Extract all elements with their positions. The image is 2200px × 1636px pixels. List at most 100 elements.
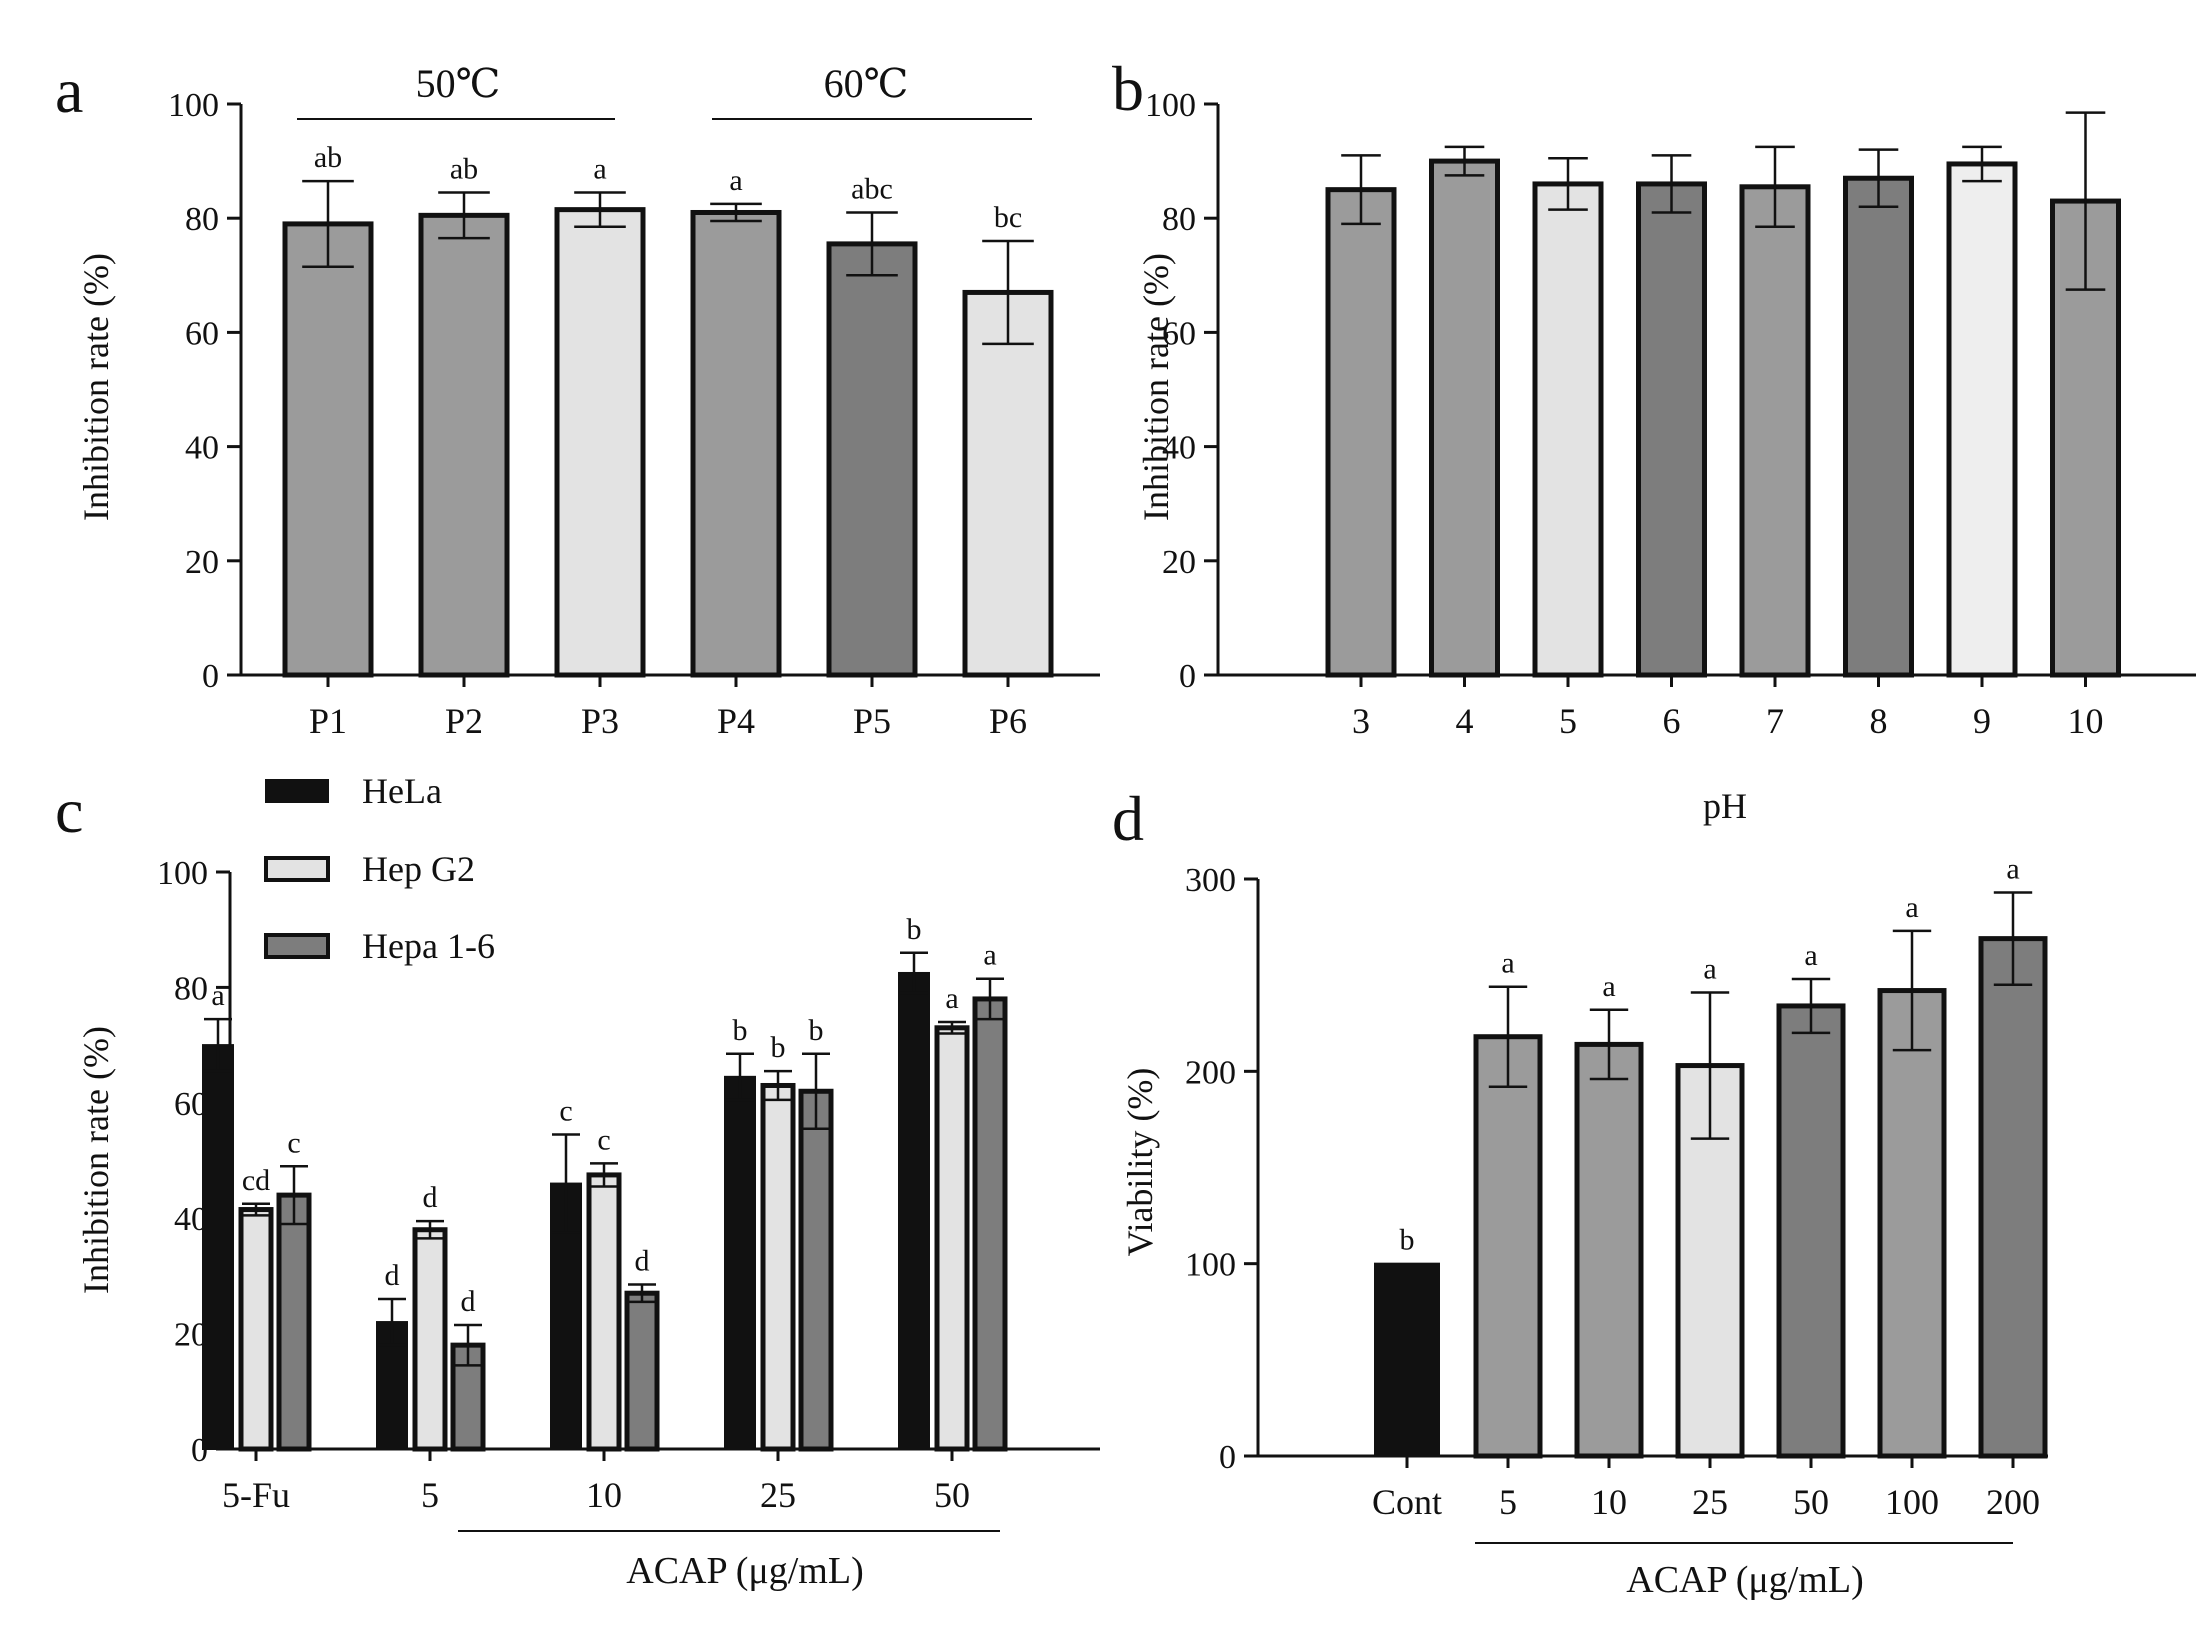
bar (238, 1207, 274, 1452)
bar (1325, 187, 1397, 678)
y-tick-label: 20 (185, 544, 219, 581)
y-tick-label: 0 (1219, 1439, 1236, 1476)
bar (1636, 181, 1707, 678)
y-tick-label: 0 (1179, 658, 1196, 695)
x-tick-label: 8 (1870, 701, 1888, 741)
x-tick-label: 100 (1885, 1482, 1939, 1522)
significance-letter: a (1905, 891, 1918, 924)
panel-b-bar-chart: b Inhibition rate (%) pH 0 20 40 60 80 100 3 4 5… (1112, 53, 2196, 826)
x-tick-label: 25 (1692, 1482, 1728, 1522)
panel-label-a: a (55, 55, 83, 126)
bar (1776, 1003, 1846, 1459)
y-tick-label: 60 (185, 315, 219, 352)
x-tick-label: 5 (421, 1475, 439, 1515)
bar (276, 1192, 312, 1452)
bar (1877, 988, 1947, 1459)
x-tick-label: 6 (1663, 701, 1681, 741)
significance-letter: b (771, 1031, 786, 1064)
y-tick-label: 0 (202, 658, 219, 695)
x-tick-label: 5 (1559, 701, 1577, 741)
y-tick-label: 60 (1162, 315, 1196, 352)
x-tick-label: 10 (1591, 1482, 1627, 1522)
significance-letter: a (945, 982, 958, 1015)
panel-a-annotations: 50℃ 60℃ (297, 61, 1032, 120)
panel-a-bar-chart: a Inhibition rate (%) 0 20 40 60 80 100 P1 P2 P3… (55, 55, 1100, 741)
significance-letter: b (809, 1014, 824, 1047)
significance-letter: abc (851, 172, 893, 205)
y-tick-label: 20 (1162, 544, 1196, 581)
legend-label-hepg2: Hep G2 (362, 849, 475, 889)
panel-b-y-axis-label: Inhibition rate (%) (1136, 253, 1176, 521)
significance-letter: d (461, 1285, 476, 1318)
bar (1739, 184, 1811, 678)
panel-d-x-axis-label: ACAP (μg/mL) (1626, 1559, 1863, 1601)
significance-letter: c (597, 1123, 610, 1156)
x-tick-label: P2 (445, 701, 483, 741)
x-tick-label: 5-Fu (222, 1475, 290, 1515)
significance-letter: a (1602, 970, 1615, 1003)
bar (586, 1172, 622, 1452)
panel-c-legend: HeLa Hep G2 Hepa 1-6 (264, 771, 495, 966)
significance-letter: a (1703, 952, 1716, 985)
bar (724, 1075, 756, 1450)
y-tick-label: 100 (1145, 87, 1196, 124)
legend-label-hela: HeLa (362, 771, 442, 811)
panel-a-group-label-50c: 50℃ (416, 61, 501, 106)
bar (934, 1025, 970, 1452)
bar (418, 212, 510, 678)
significance-letter: a (983, 939, 996, 972)
significance-letter: a (211, 979, 224, 1012)
bar (760, 1082, 796, 1452)
significance-letter: b (907, 913, 922, 946)
significance-letter: a (729, 164, 742, 197)
panel-c-y-axis-label: Inhibition rate (%) (76, 1026, 116, 1294)
bar (1574, 1041, 1644, 1459)
x-tick-label: 10 (586, 1475, 622, 1515)
significance-letter: a (2006, 852, 2019, 885)
significance-letter: cd (242, 1164, 270, 1197)
bar (962, 289, 1054, 678)
x-tick-label: 7 (1766, 701, 1784, 741)
y-tick-label: 80 (1162, 201, 1196, 238)
x-tick-label: 25 (760, 1475, 796, 1515)
legend-label-hepa16: Hepa 1-6 (362, 926, 495, 966)
bar (1978, 936, 2048, 1459)
significance-letter: c (559, 1095, 572, 1128)
bar (412, 1227, 448, 1452)
significance-letter: ab (450, 153, 478, 186)
bar (1532, 181, 1604, 678)
y-tick-label: 80 (185, 201, 219, 238)
x-tick-label: 9 (1973, 701, 1991, 741)
y-tick-label: 100 (1185, 1247, 1236, 1284)
panel-a-bars: ab ab a a abc bc (282, 141, 1054, 678)
legend-swatch-hepg2 (264, 856, 330, 882)
bar (972, 996, 1008, 1452)
x-tick-label: P6 (989, 701, 1027, 741)
significance-letter: a (593, 153, 606, 186)
bar (690, 209, 782, 678)
bar (1374, 1262, 1440, 1457)
panel-label-c: c (55, 775, 83, 846)
panel-a-y-axis-label: Inhibition rate (%) (76, 253, 116, 521)
panel-d-y-axis-label: Viability (%) (1120, 1068, 1160, 1257)
bar (798, 1088, 834, 1452)
bar (202, 1044, 234, 1450)
y-tick-label: 40 (185, 430, 219, 467)
bar (826, 241, 918, 678)
significance-letter: bc (994, 201, 1022, 234)
panel-c-x-axis-label: ACAP (μg/mL) (626, 1550, 863, 1592)
x-tick-label: 5 (1499, 1482, 1517, 1522)
bar (1946, 161, 2018, 678)
significance-letter: a (1804, 939, 1817, 972)
significance-letter: d (423, 1181, 438, 1214)
y-tick-label: 300 (1185, 862, 1236, 899)
x-tick-label: 4 (1456, 701, 1474, 741)
x-tick-label: P5 (853, 701, 891, 741)
significance-letter: b (1400, 1224, 1415, 1257)
bar (282, 221, 374, 678)
y-tick-label: 100 (168, 87, 219, 124)
bar (624, 1290, 660, 1452)
